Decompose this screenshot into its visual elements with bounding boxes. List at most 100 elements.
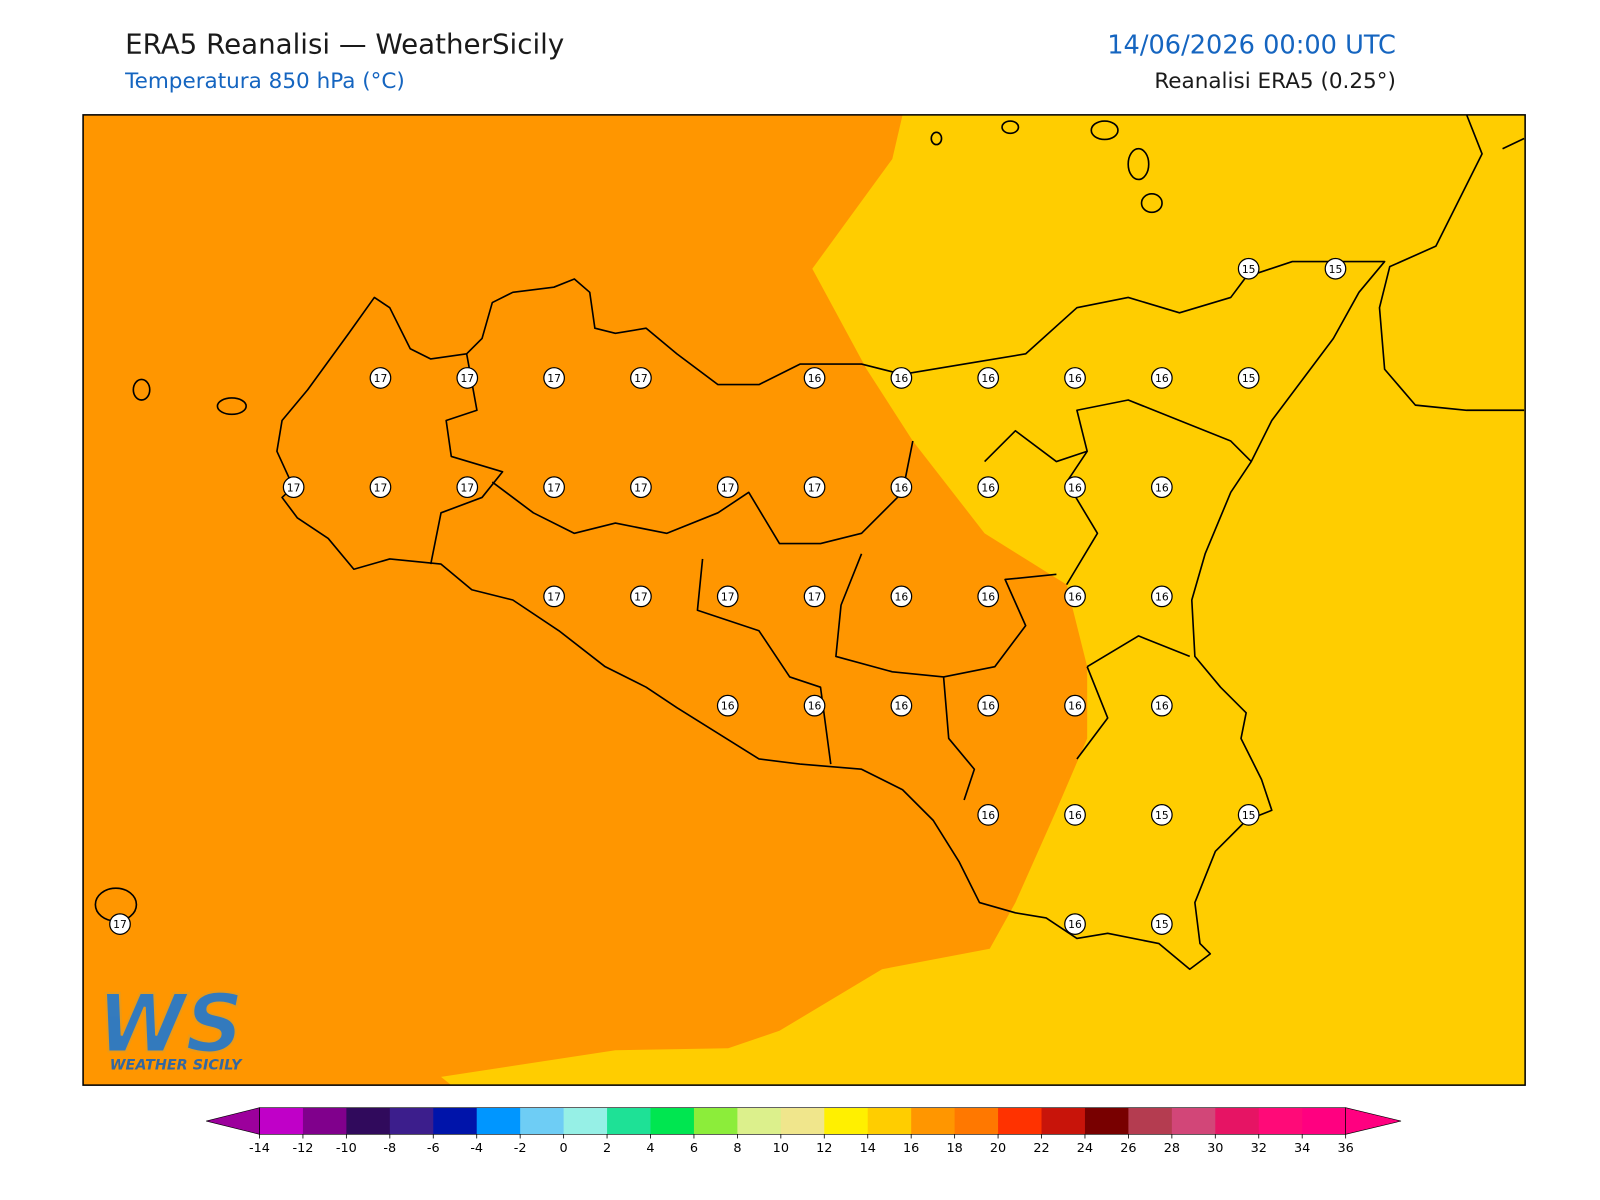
station-marker [543,585,565,608]
colorbar-tick-label: -8 [383,1141,396,1156]
colorbar-tick-label: -14 [249,1141,270,1156]
colorbar-bin [259,1107,304,1135]
colorbar-tick-label: -4 [470,1141,483,1156]
station-marker [716,476,739,499]
station-marker [890,585,913,608]
colorbar-tick-label: 6 [690,1141,698,1156]
colorbar-tick-label: -12 [292,1141,313,1156]
colorbar-bin [998,1107,1043,1135]
station-marker [1237,367,1260,389]
station-value: 17 [634,591,648,604]
station-value: 15 [1155,918,1169,931]
station-marker [1150,913,1173,935]
station-marker [803,585,826,608]
colorbar-bin [433,1107,478,1135]
colorbar-tick-label: 8 [733,1141,741,1156]
colorbar-bin [1041,1107,1086,1135]
station-value: 17 [547,372,561,385]
station-marker [543,367,565,389]
station-value: 15 [1242,372,1256,385]
station-value: 17 [634,372,648,385]
source: Reanalisi ERA5 (0.25°) [1154,69,1396,94]
station-value: 17 [374,481,388,494]
colorbar-tick-label: 36 [1337,1141,1353,1156]
colorbar-tick-label: 30 [1207,1141,1223,1156]
station-marker [1150,694,1173,717]
province-borders [429,353,1252,801]
colorbar-bin [1128,1107,1173,1135]
station-marker [1237,257,1260,280]
colorbar-bin [346,1107,391,1135]
station-value: 16 [1155,591,1169,604]
station-value: 16 [981,591,995,604]
colorbar-bin [1258,1107,1303,1135]
colorbar-bin [650,1107,695,1135]
colorbar-tick-label: 0 [560,1141,568,1156]
station-value: 17 [721,481,735,494]
station-marker [803,694,826,717]
colorbar-bin [693,1107,738,1135]
colorbar-tick-label: 10 [773,1141,789,1156]
station-marker [543,476,565,499]
station-value: 17 [113,918,127,931]
station-value: 16 [895,591,909,604]
title: ERA5 Reanalisi — WeatherSicily [125,27,564,60]
colorbar-bin [520,1107,565,1135]
colorbar-bin [780,1107,825,1135]
station-value: 15 [1242,809,1256,822]
station-marker [369,476,392,499]
station-marker [630,367,652,389]
colorbar-tick-label: -10 [336,1141,357,1156]
station-value: 17 [808,481,822,494]
colorbar-bin [954,1107,999,1135]
station-value: 16 [981,700,995,713]
station-marker [890,476,913,499]
station-marker [977,694,1000,717]
subtitle: Temperatura 850 hPa (°C) [124,69,405,94]
colorbar-bin [607,1107,652,1135]
date: 14/06/2026 00:00 UTC [1107,30,1396,60]
station-value: 17 [547,591,561,604]
station-value: 16 [1068,809,1082,822]
colorbar: -14 -12 -10 -8 -6 -4 -2 0 2 4 6 8 10 12 14 16 18 20 22 24 26… [206,1107,1402,1156]
station-value: 16 [1068,918,1082,931]
colorbar-bin [1171,1107,1216,1135]
colorbar-bin [1215,1107,1260,1135]
station-value: 16 [1068,591,1082,604]
station-value: 16 [808,700,822,713]
station-marker [282,476,305,499]
logo-mark: WS [97,977,243,1070]
station-value: 17 [460,481,474,494]
station-value: 15 [1155,809,1169,822]
station-value: 16 [1155,372,1169,385]
field-cool [441,114,1526,1086]
station-value: 16 [1155,700,1169,713]
station-marker [1237,803,1260,826]
station-marker [1064,803,1086,826]
station-value: 16 [981,809,995,822]
station-value: 16 [895,372,909,385]
coastline [276,260,1386,971]
station-marker [1324,257,1347,280]
colorbar-tick-label: 24 [1077,1141,1093,1156]
stations: 15 15 17 17 17 17 16 16 16 16 16 15 17 17 17 17 17 17 17 16… [109,257,1347,935]
station-value: 16 [1155,481,1169,494]
station-value: 16 [721,700,735,713]
mainland-coast [1378,114,1525,412]
station-value: 16 [808,372,822,385]
colorbar-tick-label: 20 [990,1141,1006,1156]
station-marker [1064,367,1086,389]
station-marker [109,913,131,935]
colorbar-tick-label: 22 [1033,1141,1049,1156]
colorbar-tick-label: 34 [1294,1141,1310,1156]
map-frame [82,114,1526,1086]
station-marker [1150,367,1173,389]
station-marker [803,367,826,389]
colorbar-bin [1084,1107,1129,1135]
map: 15 15 17 17 17 17 16 16 16 16 16 15 17 17 17 17 17 17 17 16… [83,114,1526,1086]
station-marker [977,585,1000,608]
colorbar-tick-label: 26 [1120,1141,1136,1156]
station-value: 17 [287,481,301,494]
colorbar-outline [259,1107,1346,1135]
station-marker [1150,585,1173,608]
